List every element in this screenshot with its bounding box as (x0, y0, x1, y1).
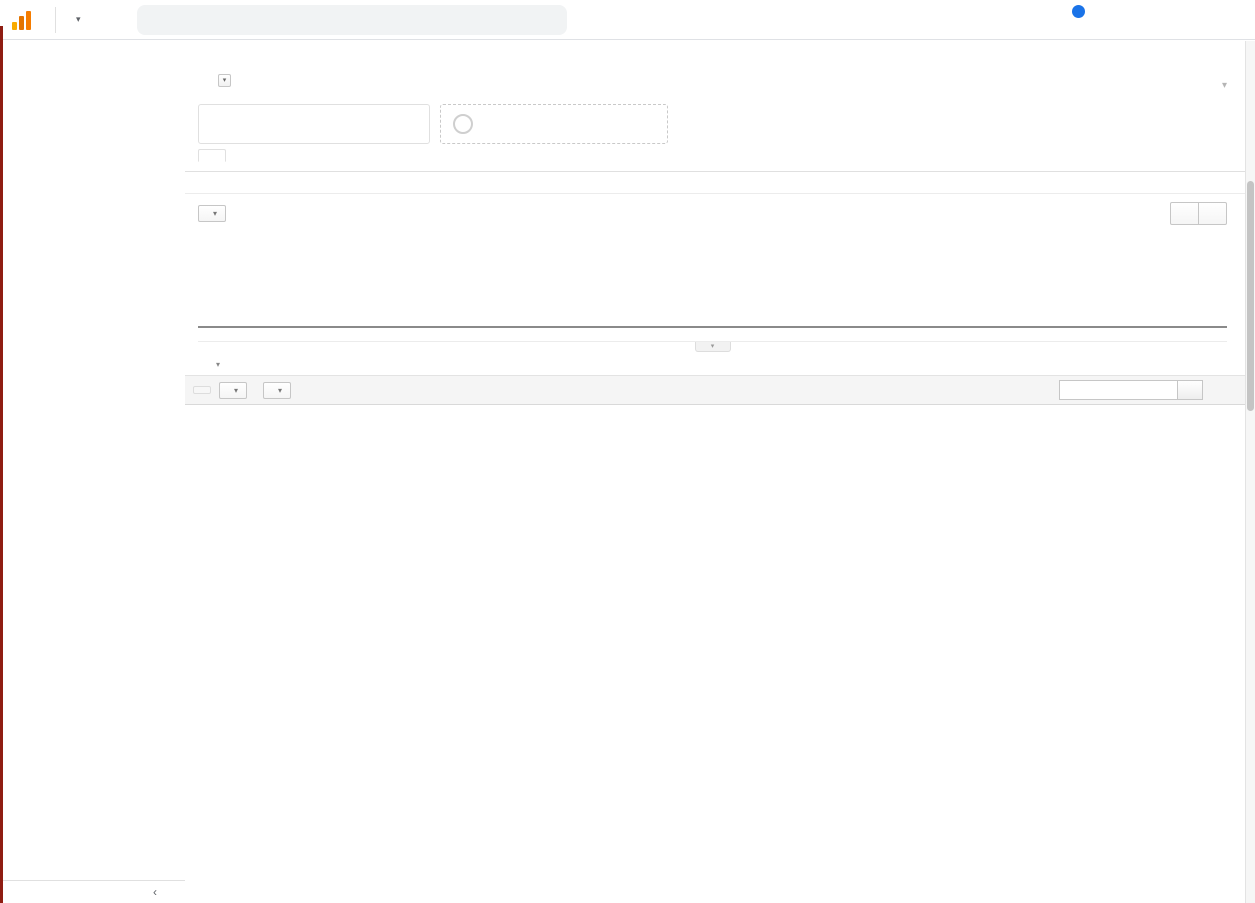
chevron-left-icon: ‹ (153, 885, 157, 899)
analytics-app: ▾ ‹ (0, 0, 1255, 903)
table-search-button[interactable] (1177, 380, 1203, 400)
tab-explorer[interactable] (198, 149, 226, 162)
segment-circle-icon (453, 114, 473, 134)
timeseries-chart (198, 242, 1227, 328)
analytics-logo-icon (12, 10, 31, 30)
recording-indicator-strip (0, 26, 3, 903)
segment-donut-icon (209, 111, 251, 137)
metric-selector-button[interactable]: ▾ (198, 205, 226, 222)
topbar: ▾ (0, 0, 1255, 40)
verified-shield-icon (204, 50, 219, 65)
line-chart-icon (1177, 206, 1192, 221)
user-avatar[interactable] (1211, 5, 1241, 35)
more-options-icon[interactable] (1173, 10, 1193, 30)
chart-collapse-button[interactable]: ▾ (695, 342, 731, 352)
table-search-input[interactable] (1059, 380, 1177, 400)
notifications-bell-icon[interactable] (1059, 10, 1079, 30)
sort-type-button[interactable]: ▾ (263, 382, 291, 399)
segment-all-users[interactable] (198, 104, 430, 144)
date-range-selector[interactable]: ▾ (1212, 74, 1227, 91)
chevron-down-icon: ▾ (234, 386, 238, 395)
line-chart-mode-button[interactable] (1170, 202, 1199, 225)
scrollbar-thumb[interactable] (1247, 181, 1254, 411)
plot-rows-button[interactable] (193, 386, 211, 394)
chevron-down-icon: ▾ (76, 14, 81, 25)
motion-chart-mode-button[interactable] (1199, 202, 1227, 225)
main-content: ▾ ▾ (185, 40, 1255, 902)
apps-grid-icon[interactable] (1097, 10, 1117, 30)
global-search-input[interactable] (159, 12, 555, 27)
add-segment-button[interactable] (440, 104, 668, 144)
chevron-down-icon: ▾ (1222, 80, 1227, 91)
channel-grouping-dropdown[interactable]: ▾ (218, 74, 231, 87)
chart-panel: ▾ ▾ (185, 194, 1245, 353)
secondary-dimension-button[interactable]: ▾ (219, 382, 247, 399)
chevron-down-icon: ▾ (216, 360, 220, 369)
chevron-down-icon: ▾ (278, 386, 282, 395)
global-search[interactable] (137, 5, 567, 35)
divider (55, 7, 56, 33)
vertical-scrollbar[interactable] (1245, 41, 1255, 903)
sidebar: ‹ (0, 40, 185, 902)
chevron-down-icon: ▾ (213, 209, 217, 218)
sidebar-collapse-button[interactable]: ‹ (0, 880, 185, 902)
chart-x-axis (198, 328, 1227, 342)
help-icon[interactable] (1135, 10, 1155, 30)
table-toolbar: ▾ ▾ (185, 375, 1245, 405)
motion-chart-icon (1205, 206, 1220, 221)
notification-badge (1072, 5, 1085, 18)
property-selector[interactable]: ▾ (70, 14, 81, 25)
